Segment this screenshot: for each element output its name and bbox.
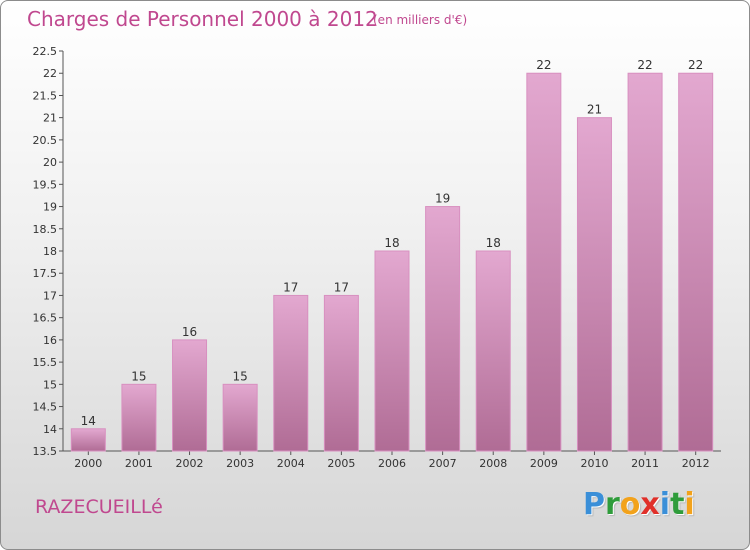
data-label: 17: [283, 280, 298, 294]
bar: [323, 294, 359, 452]
y-tick-label: 20: [43, 156, 57, 169]
data-label: 19: [435, 192, 450, 206]
x-tick-label: 2010: [580, 457, 608, 470]
bar: [172, 339, 208, 452]
y-tick-label: 18.5: [33, 223, 58, 236]
logo-letter: r: [605, 487, 620, 522]
logo-letter: o: [619, 487, 641, 522]
proxiti-logo[interactable]: Proxiti: [583, 487, 695, 522]
y-tick-label: 22: [43, 67, 57, 80]
data-label: 15: [233, 369, 248, 383]
x-tick-label: 2007: [429, 457, 457, 470]
data-label: 18: [486, 236, 501, 250]
y-tick-label: 17.5: [33, 267, 58, 280]
x-tick-label: 2008: [479, 457, 507, 470]
y-tick-label: 21.5: [33, 89, 58, 102]
chart-title: Charges de Personnel 2000 à 2012: [27, 7, 378, 31]
y-tick-label: 15: [43, 378, 57, 391]
data-label: 18: [384, 236, 399, 250]
y-tick-label: 22.5: [33, 45, 58, 58]
chart-subtitle: (en milliers d'€): [373, 13, 468, 27]
y-tick-label: 16: [43, 334, 57, 347]
x-tick-label: 2003: [226, 457, 254, 470]
bar: [576, 117, 612, 452]
y-tick-label: 19.5: [33, 178, 58, 191]
bar: [222, 383, 258, 452]
x-tick-label: 2002: [176, 457, 204, 470]
bar: [70, 428, 106, 452]
bar: [121, 383, 157, 452]
data-label: 22: [637, 58, 652, 72]
y-tick-label: 18: [43, 245, 57, 258]
data-label: 16: [182, 325, 197, 339]
bar: [678, 72, 714, 452]
x-tick-label: 2005: [327, 457, 355, 470]
y-tick-label: 20.5: [33, 134, 58, 147]
data-label: 21: [587, 103, 602, 117]
x-tick-label: 2006: [378, 457, 406, 470]
logo-letter: i: [659, 487, 671, 522]
y-tick-label: 15.5: [33, 356, 58, 369]
x-tick-label: 2009: [530, 457, 558, 470]
bar: [273, 294, 309, 452]
bar: [526, 72, 562, 452]
logo-letter: x: [640, 487, 660, 522]
x-tick-label: 2012: [682, 457, 710, 470]
x-tick-label: 2001: [125, 457, 153, 470]
y-tick-label: 21: [43, 112, 57, 125]
y-tick-label: 13.5: [33, 445, 58, 458]
bar: [374, 250, 410, 452]
logo-letter: t: [670, 487, 685, 522]
y-tick-label: 14.5: [33, 401, 58, 414]
bars: [70, 72, 714, 452]
data-label: 22: [688, 58, 703, 72]
x-tick-label: 2011: [631, 457, 659, 470]
logo-letter: i: [684, 487, 695, 522]
data-label: 17: [334, 280, 349, 294]
x-tick-label: 2004: [277, 457, 305, 470]
bar: [425, 206, 461, 452]
y-tick-label: 19: [43, 201, 57, 214]
data-label: 22: [536, 58, 551, 72]
bar: [627, 72, 663, 452]
commune-name: RAZECUEILLé: [35, 496, 163, 518]
data-label: 14: [81, 414, 96, 428]
x-tick-label: 2000: [74, 457, 102, 470]
data-label: 15: [131, 369, 146, 383]
y-tick-label: 17: [43, 289, 57, 302]
data-labels: 14 15 16 15 17 17 18 19 18 22 21 22 22: [81, 58, 704, 428]
y-tick-label: 16.5: [33, 312, 58, 325]
y-tick-label: 14: [43, 423, 57, 436]
axes: 13.5 14 14.5 15 15.5 16 16.5 17 17.5 18 18.5 19 19.5…: [33, 45, 721, 470]
bar: [475, 250, 511, 452]
logo-letter: P: [583, 487, 605, 522]
